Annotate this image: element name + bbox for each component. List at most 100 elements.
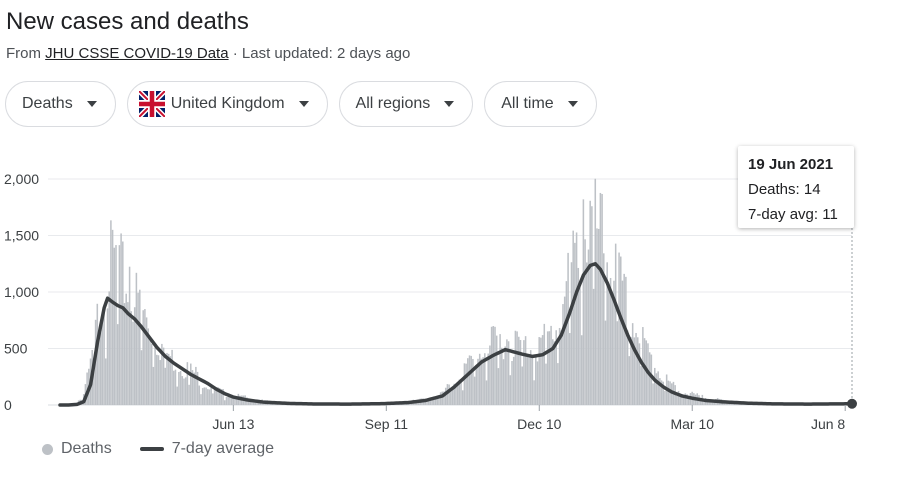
deaths-bar	[563, 296, 566, 405]
deaths-bar	[523, 340, 525, 405]
deaths-bar	[682, 395, 685, 405]
metric-dropdown-label: Deaths	[22, 95, 73, 112]
deaths-bar	[679, 394, 682, 405]
y-tick-label: 1,000	[4, 284, 39, 300]
deaths-bar	[472, 358, 474, 405]
deaths-bar	[637, 337, 639, 405]
deaths-bar	[427, 399, 430, 405]
deaths-bar	[492, 326, 495, 405]
deaths-bar	[123, 303, 126, 405]
deaths-bar	[225, 397, 228, 405]
deaths-bar	[239, 395, 241, 405]
country-dropdown-label: United Kingdom	[170, 95, 285, 112]
deaths-bar	[460, 381, 462, 405]
deaths-bar	[604, 320, 607, 405]
period-dropdown[interactable]: All time	[484, 81, 597, 127]
deaths-bar	[558, 327, 561, 405]
deaths-bar	[613, 280, 615, 405]
deaths-bar	[540, 337, 542, 405]
deaths-bar	[149, 337, 151, 405]
deaths-bar	[497, 368, 500, 405]
deaths-bar	[115, 245, 117, 405]
region-dropdown[interactable]: All regions	[338, 81, 474, 127]
deaths-bar	[96, 303, 99, 405]
deaths-bar	[514, 330, 517, 405]
deaths-bar	[111, 229, 114, 405]
deaths-bar	[594, 178, 597, 405]
deaths-bar	[441, 391, 444, 405]
deaths-bar	[536, 361, 539, 405]
tooltip-deaths: Deaths: 14	[748, 181, 821, 198]
deaths-bar	[443, 391, 445, 405]
page-title: New cases and deaths	[6, 8, 249, 35]
deaths-bar	[623, 273, 625, 405]
average-legend-swatch	[139, 447, 164, 451]
deaths-bar	[599, 192, 602, 405]
deaths-bar	[249, 400, 252, 405]
deaths-bar	[611, 293, 614, 405]
deaths-bar	[620, 256, 622, 405]
deaths-bar	[222, 389, 224, 405]
metric-dropdown[interactable]: Deaths	[5, 81, 116, 127]
deaths-bar	[550, 325, 552, 405]
x-tick-label: Sep 11	[365, 416, 409, 432]
deaths-bar	[577, 267, 580, 405]
deaths-bar	[195, 366, 197, 405]
deaths-bar	[567, 252, 569, 405]
y-tick-label: 1,500	[4, 228, 39, 244]
deaths-bar	[633, 337, 636, 405]
deaths-bar	[548, 331, 551, 405]
country-dropdown[interactable]: United Kingdom	[126, 81, 328, 127]
deaths-bar	[147, 328, 150, 405]
deaths-bar	[582, 199, 585, 405]
deaths-bar	[215, 387, 218, 405]
deaths-bar	[511, 361, 513, 405]
deaths-bar	[659, 378, 661, 405]
deaths-bar	[179, 371, 182, 405]
deaths-bar	[154, 347, 156, 405]
deaths-bar	[482, 357, 484, 405]
deaths-bar	[489, 345, 491, 405]
deaths-bar	[572, 230, 574, 405]
deaths-bar	[596, 228, 598, 405]
deaths-bar	[626, 330, 629, 405]
average-legend-label: 7-day average	[171, 440, 274, 457]
y-tick-label: 2,000	[4, 171, 39, 187]
deaths-bar	[110, 220, 112, 405]
deaths-bar	[130, 311, 133, 405]
source-link[interactable]: JHU CSSE COVID-19 Data	[45, 45, 229, 62]
deaths-bar	[541, 335, 544, 405]
deaths-bar	[438, 397, 440, 405]
deaths-bar	[535, 357, 537, 405]
deaths-bar	[217, 387, 219, 405]
deaths-bar	[628, 356, 631, 405]
deaths-bar	[687, 398, 690, 405]
deaths-bar	[461, 390, 464, 405]
seven-day-average	[58, 262, 854, 407]
deaths-bar	[524, 336, 527, 405]
deaths-bar	[101, 319, 104, 405]
deaths-bar	[127, 302, 129, 405]
y-tick-label: 500	[4, 341, 28, 357]
deaths-bar	[247, 400, 250, 405]
deaths-bar	[555, 330, 557, 405]
deaths-bar	[465, 363, 467, 405]
deaths-bar	[193, 372, 195, 405]
deaths-chart[interactable]: 0 500 1,000 1,500 2,000 Jun 13 Sep 11 Dec 10 Ma…	[0, 0, 899, 440]
deaths-bar	[681, 394, 683, 405]
deaths-bar	[574, 242, 576, 405]
deaths-bar	[506, 339, 508, 405]
deaths-bar	[173, 370, 175, 405]
deaths-bar	[531, 357, 534, 405]
deaths-bar	[161, 343, 163, 405]
deaths-bar	[184, 377, 187, 405]
x-tick-label: Jun 13	[212, 416, 254, 432]
deaths-bar	[528, 356, 530, 405]
deaths-bar	[122, 241, 124, 405]
deaths-bar	[436, 397, 438, 405]
deaths-bar	[188, 384, 190, 405]
deaths-bar	[587, 249, 590, 405]
deaths-bar	[711, 402, 714, 405]
deaths-bar	[570, 262, 573, 405]
deaths-bar	[631, 323, 634, 405]
